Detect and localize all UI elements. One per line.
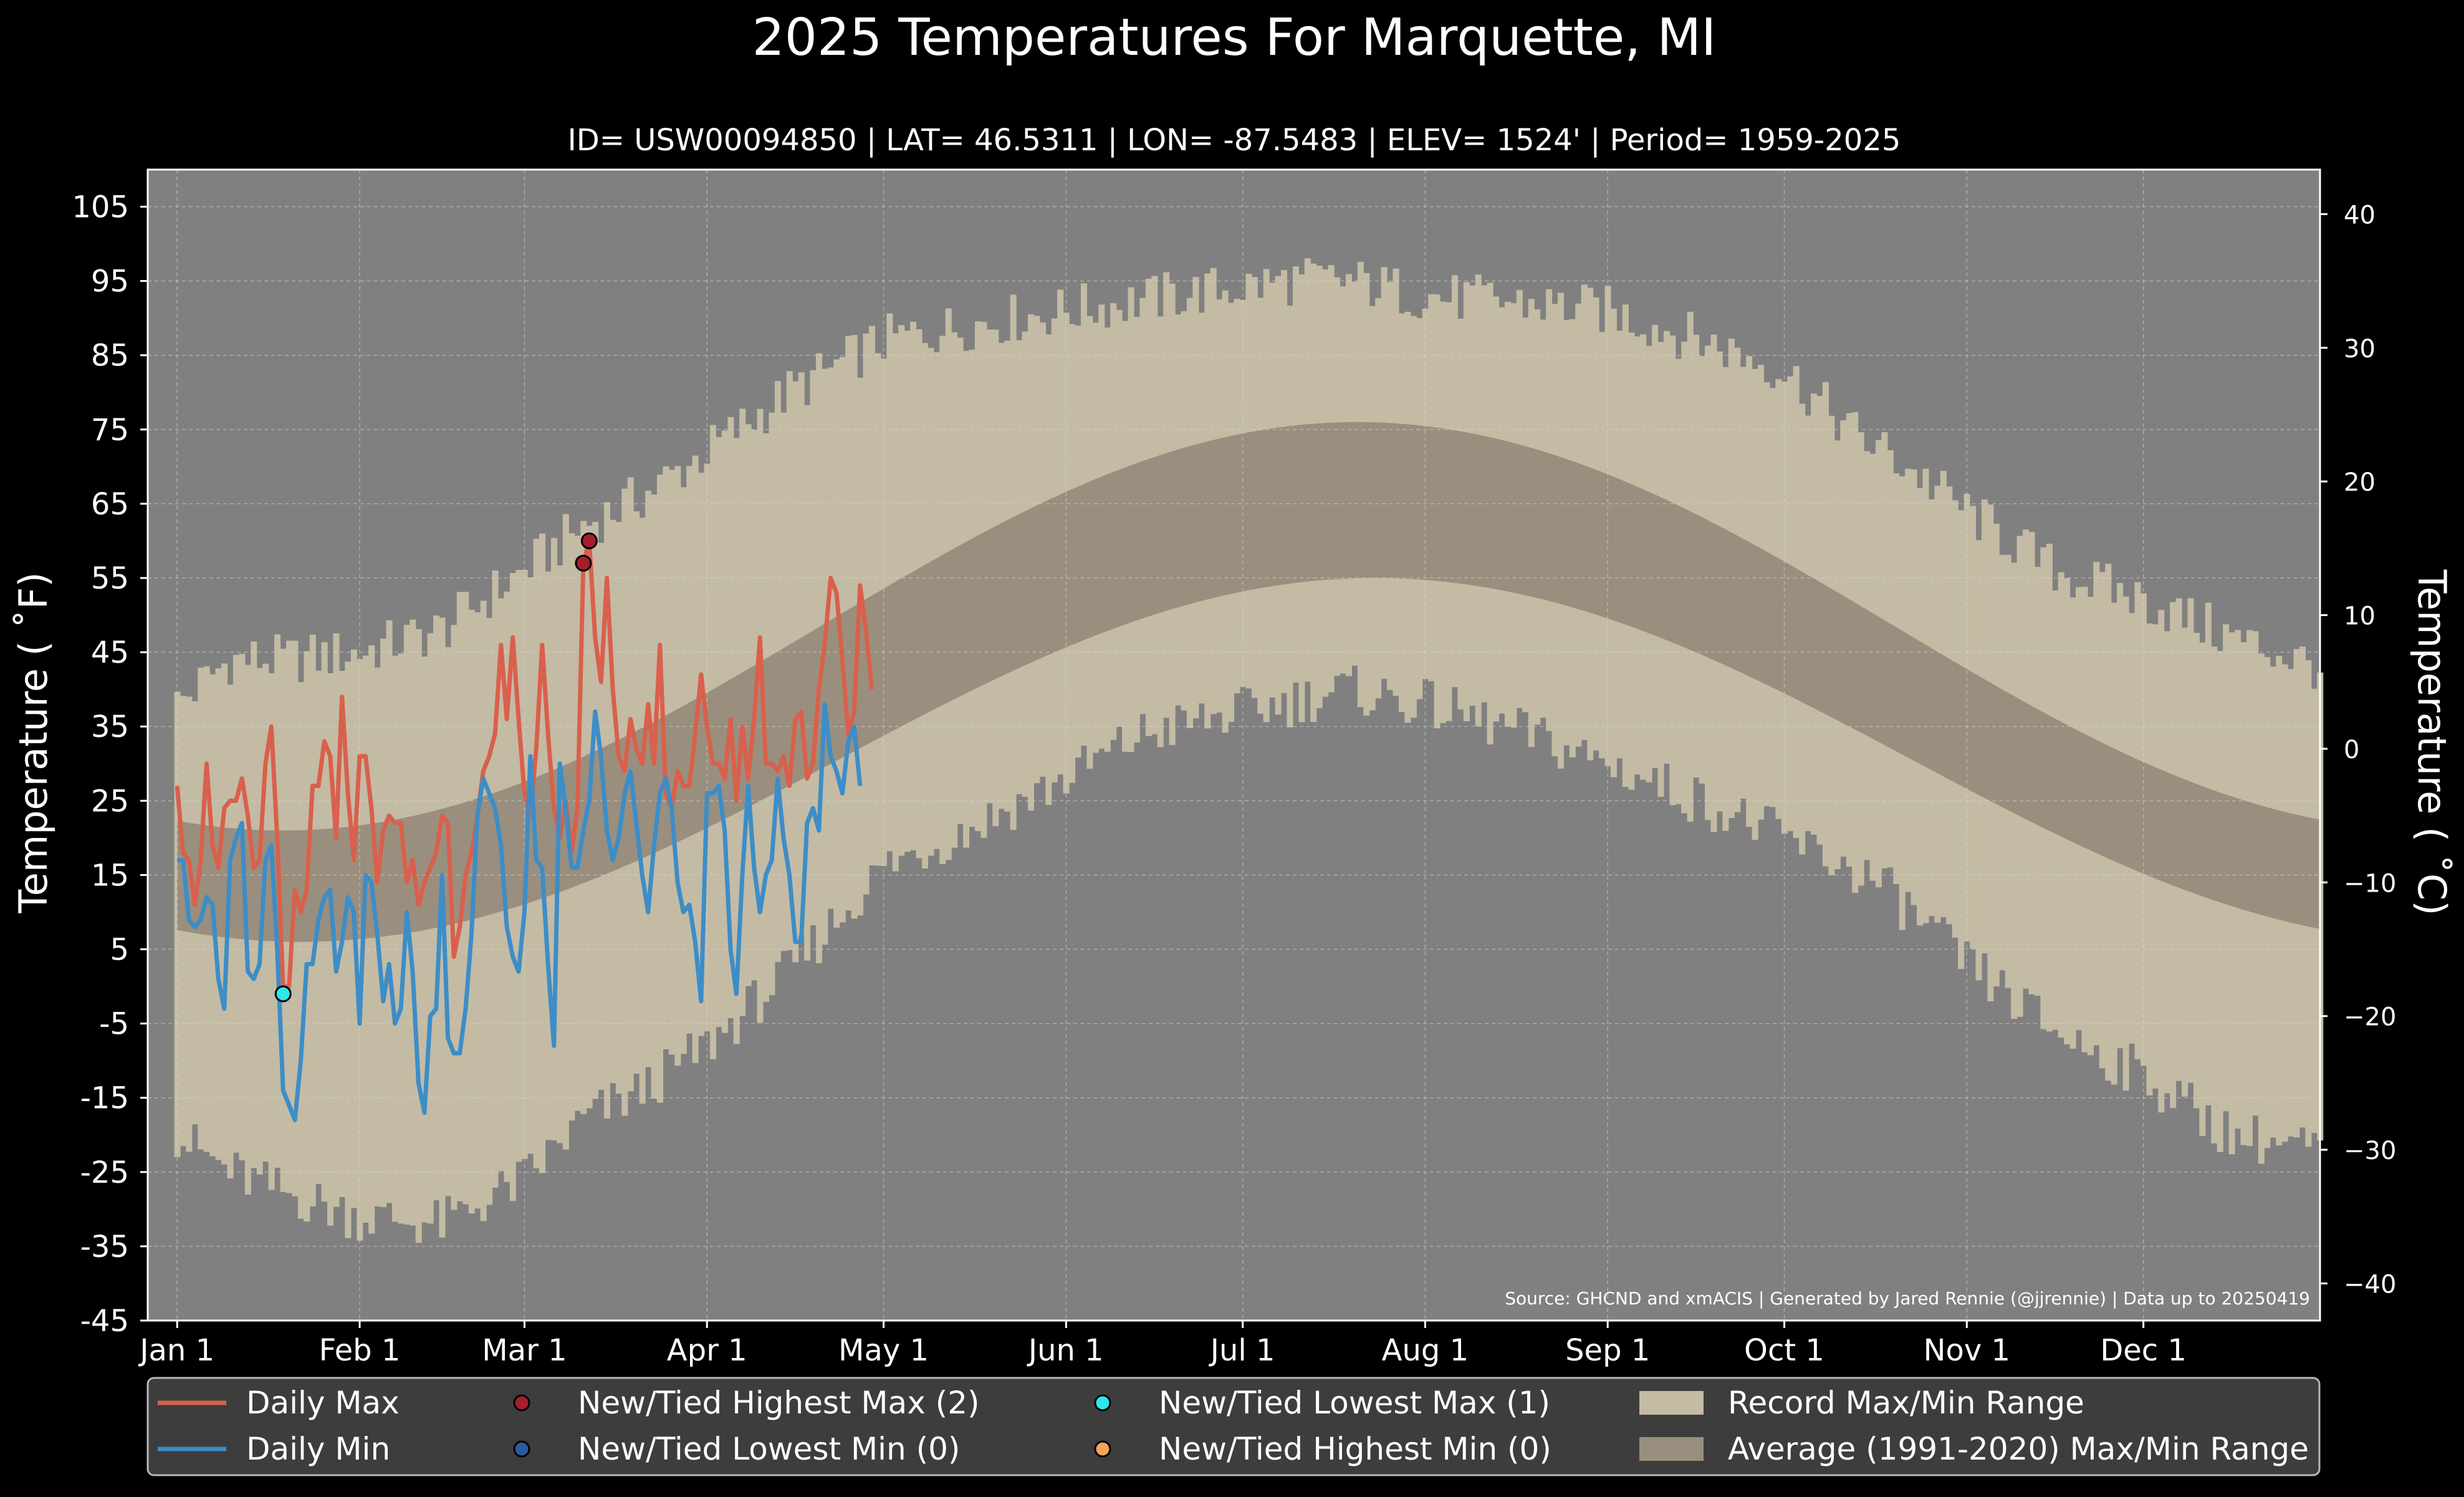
x-tick-label: Nov 1 xyxy=(1924,1333,2010,1368)
y-axis-label-celsius: Temperature ( ˚C) xyxy=(2409,569,2455,916)
legend-label: Record Max/Min Range xyxy=(1728,1385,2084,1421)
legend-label: Average (1991-2020) Max/Min Range xyxy=(1728,1431,2309,1467)
legend-label: New/Tied Lowest Min (0) xyxy=(578,1431,960,1467)
axes: 105 95 85 75 65 55 45 35 25 15 5 -5 -15 -25 -35 -45 40 30… xyxy=(72,168,2396,1368)
y-tick-label: 15 xyxy=(91,858,129,893)
daily-min-line xyxy=(177,702,863,1122)
y-tick-label: 5 xyxy=(110,933,129,968)
legend-label: Daily Max xyxy=(246,1385,400,1421)
y-tick-label: 25 xyxy=(91,784,129,819)
y-right-tick-label: −30 xyxy=(2344,1137,2396,1165)
legend-marker-swatch xyxy=(1094,1440,1111,1458)
record-marker xyxy=(575,554,592,572)
record-range-bar xyxy=(368,645,375,1234)
legend-label: New/Tied Highest Min (0) xyxy=(1159,1431,1551,1467)
y-right-tick-label: 20 xyxy=(2344,468,2375,497)
average-range-band xyxy=(177,421,2321,942)
y-tick-label: 95 xyxy=(91,264,129,299)
chart-title: 2025 Temperatures For Marquette, MI xyxy=(752,8,1717,67)
source-note: Source: GHCND and xmACIS | Generated by … xyxy=(1505,1288,2310,1309)
record-range-bar xyxy=(415,628,422,1243)
y-tick-label: 35 xyxy=(91,710,129,744)
record-marker xyxy=(274,985,292,1003)
record-range-bar xyxy=(391,655,398,1222)
y-right-tick-label: −20 xyxy=(2344,1003,2396,1032)
y-right-tick-label: −10 xyxy=(2344,869,2396,898)
y-tick-label: 45 xyxy=(91,635,129,670)
x-tick-label: Dec 1 xyxy=(2100,1333,2187,1368)
y-right-tick-label: −40 xyxy=(2344,1270,2396,1299)
x-tick-label: Aug 1 xyxy=(1382,1333,1469,1368)
record-marker xyxy=(580,532,598,549)
y-right-tick-label: 0 xyxy=(2344,736,2359,764)
x-tick-label: Sep 1 xyxy=(1565,1333,1650,1368)
x-tick-label: Mar 1 xyxy=(482,1333,567,1368)
record-range-bar xyxy=(297,682,304,1219)
y-tick-label: 105 xyxy=(72,190,129,225)
y-axis-label-fahrenheit: Temperature ( ˚F) xyxy=(11,572,56,913)
legend-box xyxy=(146,1377,2321,1476)
legend-marker-swatch xyxy=(1094,1394,1111,1412)
legend-label: New/Tied Lowest Max (1) xyxy=(1159,1385,1550,1421)
x-tick-label: Oct 1 xyxy=(1744,1333,1824,1368)
y-tick-label: 75 xyxy=(91,413,129,448)
y-right-tick-label: 40 xyxy=(2344,201,2375,229)
plot-frame xyxy=(146,168,2321,1322)
record-range-bar xyxy=(886,313,893,852)
record-range-bar xyxy=(357,659,363,1241)
record-range-bar xyxy=(345,662,352,1238)
y-tick-label: -15 xyxy=(80,1081,129,1116)
x-tick-label: Feb 1 xyxy=(319,1333,401,1368)
x-tick-label: Jan 1 xyxy=(138,1333,214,1368)
x-tick-label: Jun 1 xyxy=(1027,1333,1104,1368)
record-range-bar xyxy=(327,673,334,1226)
record-range-bar xyxy=(362,655,369,1223)
daily-max-line xyxy=(175,539,875,989)
x-tick-label: Jul 1 xyxy=(1209,1333,1275,1368)
record-range-bar xyxy=(398,653,405,1224)
y-tick-label: -5 xyxy=(99,1007,129,1042)
legend-patch-swatch xyxy=(1639,1437,1704,1461)
y-tick-label: 65 xyxy=(91,487,129,522)
legend-label: Daily Min xyxy=(246,1431,390,1467)
record-range-bar xyxy=(421,657,428,1223)
plot-area xyxy=(148,170,2324,1321)
x-tick-label: Apr 1 xyxy=(667,1333,747,1368)
y-tick-label: -25 xyxy=(80,1155,129,1190)
y-tick-label: 85 xyxy=(91,339,129,373)
legend-patch-swatch xyxy=(1639,1391,1704,1415)
chart-subtitle: ID= USW00094850 | LAT= 46.5311 | LON= -8… xyxy=(568,123,1901,158)
legend-marker-swatch xyxy=(513,1394,530,1412)
y-right-tick-label: 30 xyxy=(2344,335,2375,363)
y-tick-label: -45 xyxy=(80,1304,129,1339)
y-right-tick-label: 10 xyxy=(2344,602,2375,631)
legend-marker-swatch xyxy=(513,1440,530,1458)
y-tick-label: 55 xyxy=(91,561,129,596)
y-tick-label: -35 xyxy=(80,1230,129,1264)
legend: Daily Max New/Tied Highest Max (2) New/Tie… xyxy=(146,1377,2321,1476)
legend-label: New/Tied Highest Max (2) xyxy=(578,1385,980,1421)
x-tick-label: May 1 xyxy=(838,1333,929,1368)
